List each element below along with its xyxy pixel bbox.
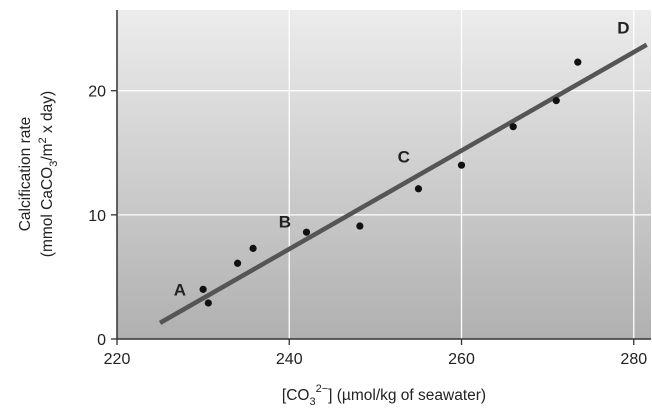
y-tick-label: 0 <box>97 332 106 349</box>
grid <box>117 10 651 339</box>
point-annotation-d: D <box>617 19 629 38</box>
x-tick-label: 260 <box>448 351 475 368</box>
point-annotations: A B C D <box>174 19 630 300</box>
data-point <box>199 285 207 293</box>
data-point <box>356 222 364 230</box>
data-point <box>552 97 560 105</box>
y-tick-label: 20 <box>88 84 106 101</box>
data-point <box>414 185 423 193</box>
y-tick-label: 10 <box>88 208 106 225</box>
trendline-group <box>158 42 648 325</box>
data-point <box>574 58 582 66</box>
x-tick-label: 240 <box>276 351 303 368</box>
point-annotation-c: C <box>398 148 410 167</box>
trendline <box>158 42 648 325</box>
data-point <box>204 299 212 307</box>
ticks: 220 240 260 280 0 10 20 <box>88 84 647 368</box>
point-annotation-a: A <box>174 281 186 300</box>
plot-area <box>117 10 651 339</box>
data-points <box>199 58 582 307</box>
data-point <box>302 228 311 236</box>
y-axis-label-line2: (mmol CaCO3/m2 x day) <box>37 91 60 257</box>
data-point <box>233 259 242 267</box>
data-point <box>457 161 466 169</box>
x-tick-label: 280 <box>620 351 647 368</box>
data-point <box>509 123 517 131</box>
data-point <box>249 244 257 252</box>
x-axis-label: [CO32−] (µmol/kg of seawater) <box>282 383 486 408</box>
x-tick-label: 220 <box>104 351 131 368</box>
point-annotation-b: B <box>279 212 291 231</box>
y-axis-label-line1: Calcification rate <box>17 117 34 232</box>
